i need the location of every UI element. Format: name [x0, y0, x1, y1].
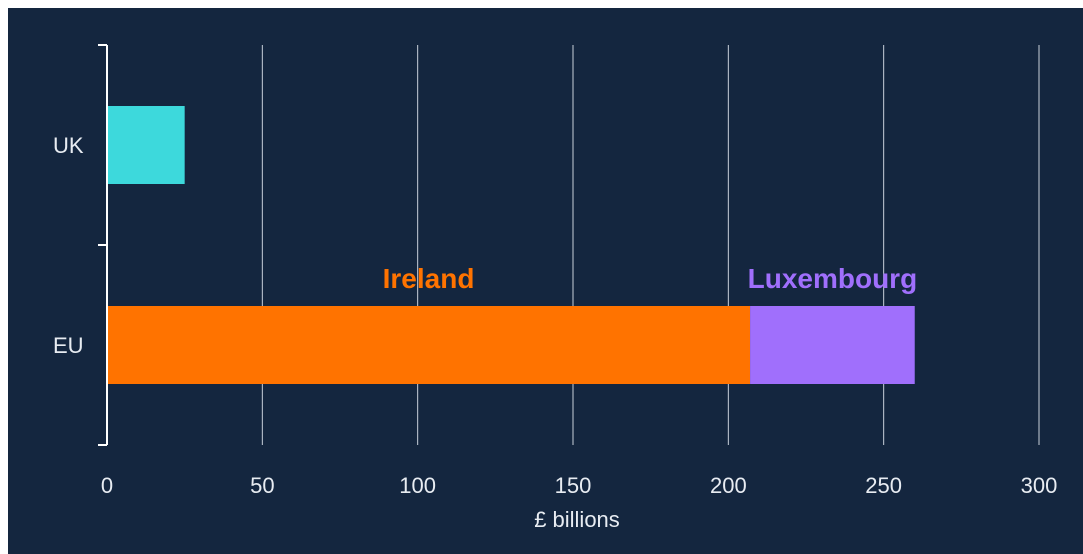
x-tick-label: 150	[555, 473, 592, 498]
bar-segment	[107, 106, 185, 184]
category-label: UK	[53, 133, 84, 158]
series-labels: Ireland Luxembourg	[383, 263, 918, 294]
x-tick-label: 50	[250, 473, 274, 498]
series-label: Luxembourg	[748, 263, 918, 294]
y-axis	[98, 44, 108, 446]
x-axis-title: £ billions	[534, 507, 620, 532]
x-tick-label: 100	[399, 473, 436, 498]
x-tick-label: 200	[710, 473, 747, 498]
category-labels: UK EU	[53, 133, 84, 358]
bars	[107, 106, 915, 384]
bar-segment	[750, 306, 915, 384]
x-tick-label: 300	[1021, 473, 1058, 498]
bar-segment	[107, 306, 751, 384]
x-tick-label: 250	[865, 473, 902, 498]
x-tick-label: 0	[101, 473, 113, 498]
x-tick-labels: 0 50 100 150 200 250 300	[101, 473, 1057, 498]
gridlines	[261, 45, 1040, 445]
category-label: EU	[53, 333, 84, 358]
series-label: Ireland	[383, 263, 475, 294]
